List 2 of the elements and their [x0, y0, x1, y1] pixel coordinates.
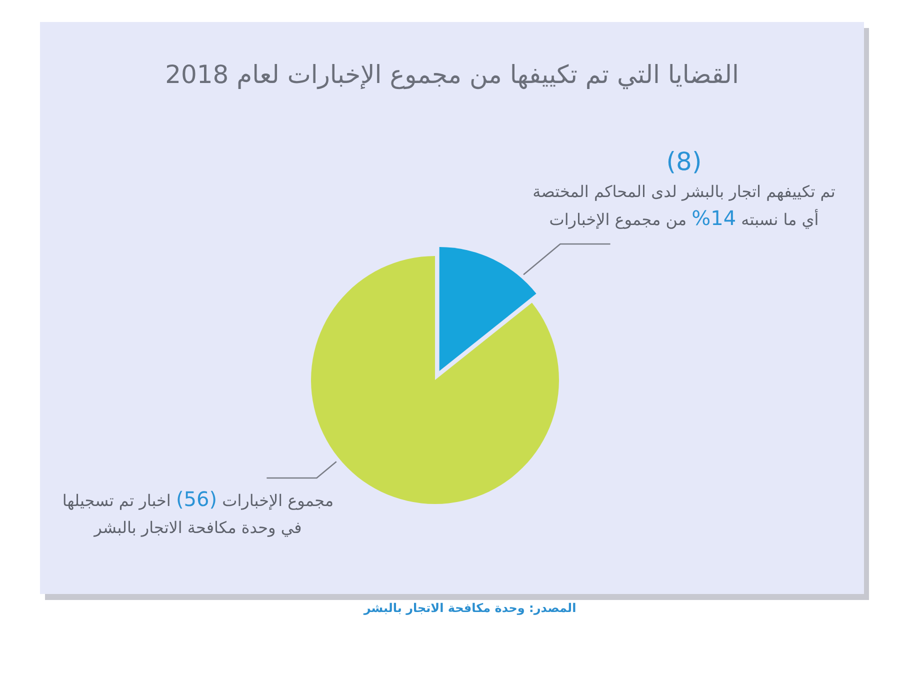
annotation: المصدر: وحدة مكافحة الاتجار بالبشر [362, 601, 578, 615]
title: القضايا التي تم تكييفها من مجموع الإخبارات لعام 2018 [164, 60, 740, 89]
